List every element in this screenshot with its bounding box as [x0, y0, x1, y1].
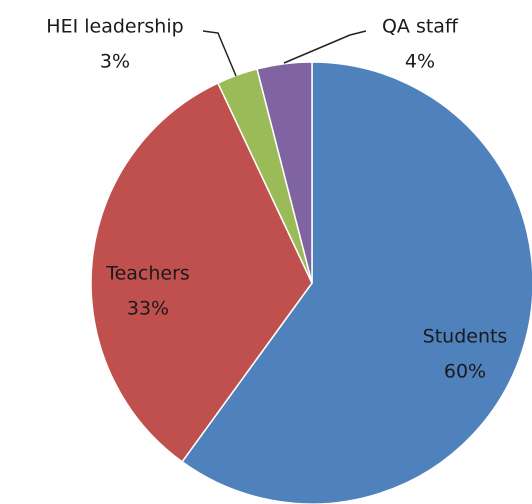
slice-label: Students [423, 326, 508, 348]
slice-label: QA staff [382, 16, 459, 38]
slice-label: Teachers [105, 263, 190, 285]
slice-label: HEI leadership [46, 16, 183, 38]
slice-value-label: 33% [127, 298, 169, 320]
pie-slice [181, 61, 532, 504]
pie-slice [256, 61, 313, 284]
pie-slice [90, 82, 313, 463]
slice-value-label: 4% [405, 51, 435, 73]
leader-line [202, 30, 237, 77]
leader-line [283, 30, 367, 64]
slice-value-label: 3% [100, 51, 130, 73]
slice-value-label: 60% [444, 361, 486, 383]
